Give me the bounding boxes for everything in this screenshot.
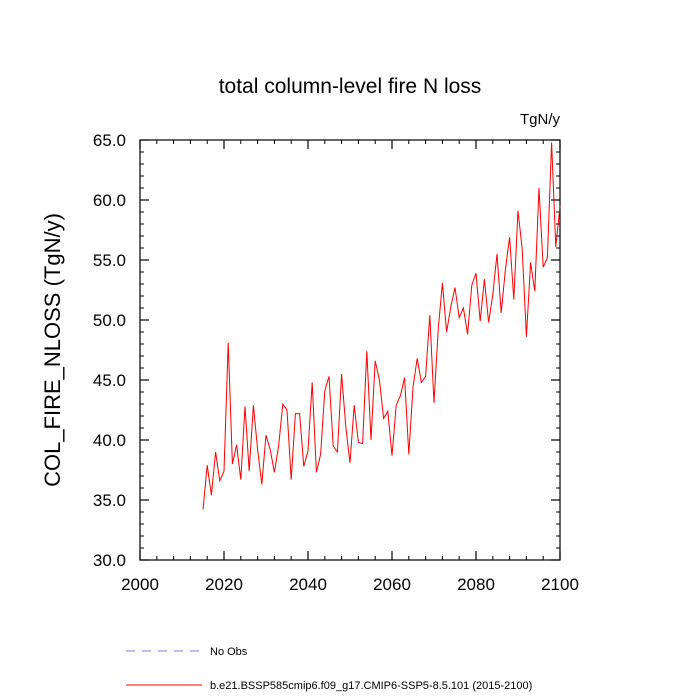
y-tick-label: 60.0 [93,191,126,210]
y-tick-label: 35.0 [93,491,126,510]
y-tick-label: 30.0 [93,551,126,570]
legend-label: No Obs [210,646,248,658]
x-tick-label: 2060 [373,575,411,594]
x-tick-label: 2020 [205,575,243,594]
series-line [202,142,561,510]
y-tick-label: 40.0 [93,431,126,450]
y-tick-label: 65.0 [93,131,126,150]
chart-title: total column-level fire N loss [219,75,482,98]
units-label: TgN/y [520,111,561,128]
y-axis-label: COL_FIRE_NLOSS (TgN/y) [40,213,65,487]
x-tick-label: 2080 [457,575,495,594]
x-tick-label: 2040 [289,575,327,594]
legend-label: b.e21.BSSP585cmip6.f09_g17.CMIP6-SSP5-8.… [210,680,532,692]
legend: No Obs b.e21.BSSP585cmip6.f09_g17.CMIP6-S… [126,646,532,692]
y-tick-label: 45.0 [93,371,126,390]
y-tick-label: 55.0 [93,251,126,270]
x-tick-label: 2100 [541,575,579,594]
plot-area: 2000 2020 2040 2060 2080 2100 30.0 35.0 40.0 45.0… [93,131,579,594]
plot-frame [139,139,561,561]
y-tick-label: 50.0 [93,311,126,330]
x-tick-label: 2000 [121,575,159,594]
